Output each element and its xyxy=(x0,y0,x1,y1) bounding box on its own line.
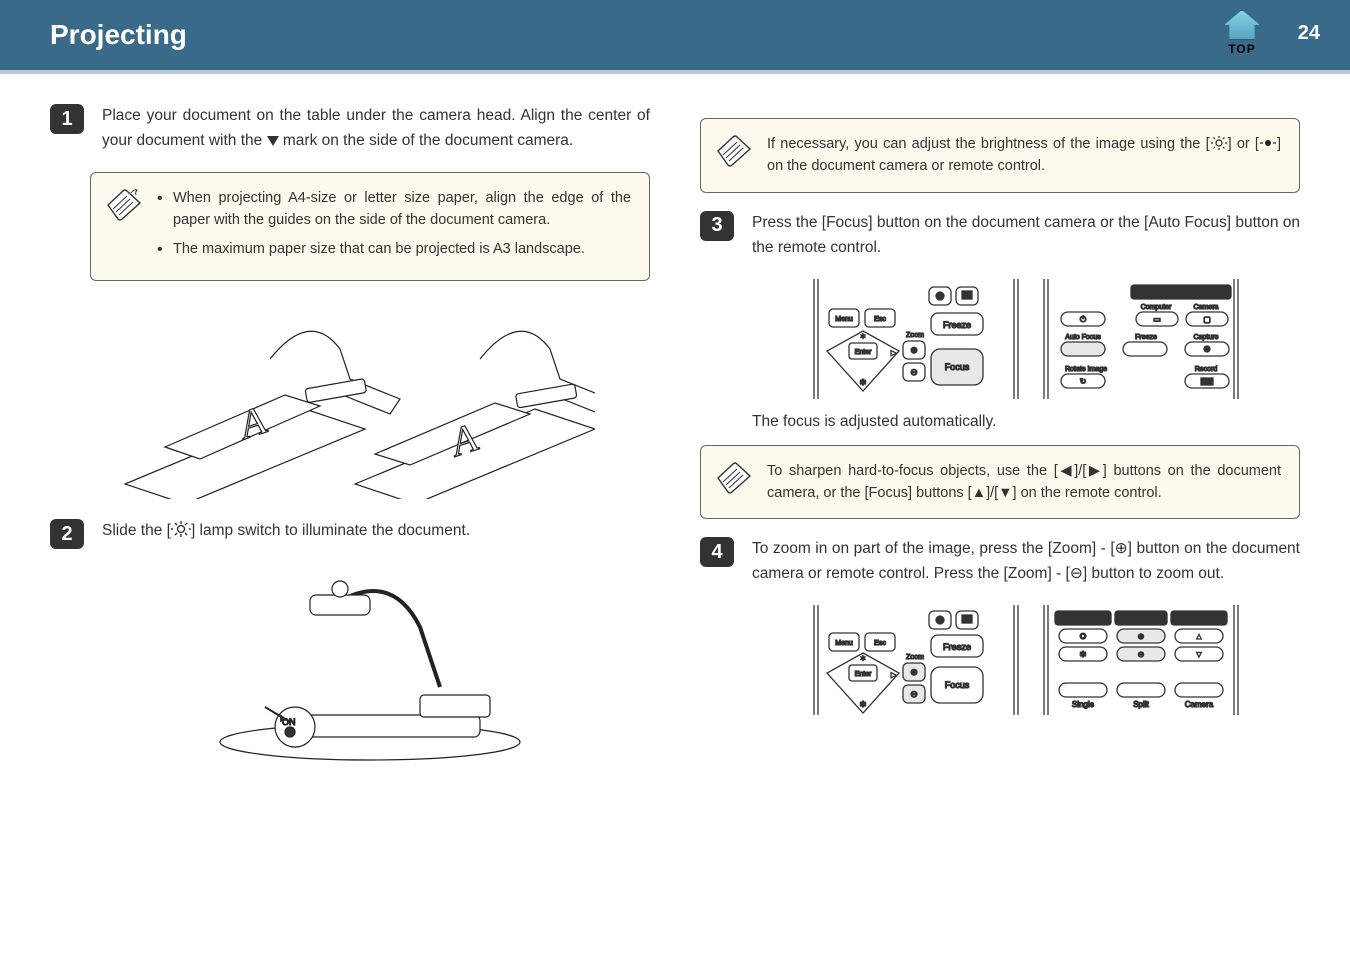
step-3-after: The focus is adjusted automatically. xyxy=(752,413,1300,431)
step-1-text-b: mark on the side of the document camera. xyxy=(279,132,574,149)
svg-text:Camera: Camera xyxy=(1185,700,1214,709)
svg-text:Source: Source xyxy=(1168,288,1194,297)
svg-text:Rotate Image: Rotate Image xyxy=(1065,366,1107,373)
svg-text:Esc: Esc xyxy=(874,640,886,647)
svg-text:Focus: Focus xyxy=(945,680,970,690)
step-2: 2 Slide the [ ] lamp switch to illuminate… xyxy=(50,519,650,549)
step-4: 4 To zoom in on part of the image, press… xyxy=(700,537,1300,587)
bn-a: If necessary, you can adjust the brightn… xyxy=(767,136,1210,152)
svg-text:Freeze: Freeze xyxy=(943,320,971,330)
note-hint-icon xyxy=(715,133,753,167)
svg-text:↻: ↻ xyxy=(1080,377,1087,386)
step-1: 1 Place your document on the table under… xyxy=(50,104,650,154)
svg-text:Split: Split xyxy=(1133,700,1149,709)
step-2-text-a: Slide the [ xyxy=(102,522,171,539)
svg-text:⊕: ⊕ xyxy=(910,345,918,355)
svg-text:▶: ▶ xyxy=(891,672,897,679)
svg-text:Single: Single xyxy=(1072,700,1095,709)
brightness-lamp-icon xyxy=(171,520,191,538)
svg-text:✶: ✶ xyxy=(860,332,867,341)
svg-text:Enter: Enter xyxy=(855,671,872,678)
svg-text:Freeze: Freeze xyxy=(943,642,971,652)
note-bullet-1: When projecting A4-size or letter size p… xyxy=(157,187,631,232)
step-4-text: To zoom in on part of the image, press t… xyxy=(752,537,1300,587)
step-number: 1 xyxy=(50,104,84,134)
page-header: Projecting TOP 24 xyxy=(0,0,1350,70)
svg-text:▲: ▲ xyxy=(1195,632,1203,641)
s3n-d: ]/[ xyxy=(986,485,998,501)
step-1-text: Place your document on the table under t… xyxy=(102,104,650,154)
home-top-button[interactable]: TOP xyxy=(1214,10,1270,66)
svg-text:⊖: ⊖ xyxy=(1138,650,1145,659)
left-column: 1 Place your document on the table under… xyxy=(50,104,650,787)
step-2-text: Slide the [ ] lamp switch to illuminate t… xyxy=(102,519,650,549)
page-number: 24 xyxy=(1298,22,1320,45)
camera-panel-zoom-illustration: Freeze Focus Menu Esc Enter ✶ ✱ ▶ Zoom ⊕… xyxy=(811,605,1021,715)
step-2-text-b: ] lamp switch to illuminate the document… xyxy=(191,522,470,539)
svg-text:✱: ✱ xyxy=(860,700,867,709)
step-1-note-content: When projecting A4-size or letter size p… xyxy=(157,187,631,266)
svg-text:Esc: Esc xyxy=(874,316,886,323)
note-hint-icon xyxy=(715,460,753,494)
s3n-b: ]/[ xyxy=(1074,463,1086,479)
svg-text:⊖: ⊖ xyxy=(910,689,918,699)
step-1-note: When projecting A4-size or letter size p… xyxy=(90,172,650,281)
step-number: 2 xyxy=(50,519,84,549)
svg-text:Camera: Camera xyxy=(1194,304,1219,311)
svg-text:Auto Focus: Auto Focus xyxy=(1065,334,1101,341)
svg-text:▢: ▢ xyxy=(1203,315,1211,324)
svg-text:Focus: Focus xyxy=(1188,614,1210,623)
home-icon xyxy=(1224,10,1260,40)
svg-text:Enter: Enter xyxy=(855,349,872,356)
svg-text:✺: ✺ xyxy=(1080,632,1087,641)
brightness-note: If necessary, you can adjust the brightn… xyxy=(700,118,1300,193)
brightness-up-icon xyxy=(1210,135,1228,151)
svg-text:▶: ▶ xyxy=(891,350,897,357)
down-triangle-icon xyxy=(267,136,279,146)
step-number: 4 xyxy=(700,537,734,567)
step-2-illustration: ON xyxy=(90,567,650,767)
camera-panel-illustration: Freeze Focus Menu Esc Enter ✶ ✱ ▶ Zoom ⊕… xyxy=(811,279,1021,399)
step-number: 3 xyxy=(700,211,734,241)
svg-text:⊖: ⊖ xyxy=(910,367,918,377)
s3n-e: ] on the remote control. xyxy=(1013,485,1162,501)
step-3-text: Press the [Focus] button on the document… xyxy=(752,211,1300,261)
step-3-panels: Freeze Focus Menu Esc Enter ✶ ✱ ▶ Zoom ⊕… xyxy=(752,279,1300,399)
svg-text:✱: ✱ xyxy=(860,378,867,387)
svg-text:✱: ✱ xyxy=(1080,650,1087,659)
svg-text:▭: ▭ xyxy=(1153,315,1161,324)
note-hint-icon xyxy=(105,187,143,221)
top-label: TOP xyxy=(1228,42,1255,56)
step-4-panels: Freeze Focus Menu Esc Enter ✶ ✱ ▶ Zoom ⊕… xyxy=(752,605,1300,715)
remote-zoom-illustration: Brightness Zoom Focus ✺ ⊕ ▲ ✱ ⊖ ▼ Single… xyxy=(1041,605,1241,715)
svg-text:⊕: ⊕ xyxy=(1138,632,1145,641)
svg-text:Focus: Focus xyxy=(945,362,970,372)
brightness-down-icon xyxy=(1259,135,1277,151)
step-3-note: To sharpen hard-to-focus objects, use th… xyxy=(700,445,1300,520)
svg-text:Brightness: Brightness xyxy=(1064,614,1102,623)
s3n-a: To sharpen hard-to-focus objects, use th… xyxy=(767,463,1058,479)
svg-text:Freeze: Freeze xyxy=(1135,334,1157,341)
step-3: 3 Press the [Focus] button on the docume… xyxy=(700,211,1300,261)
page-title: Projecting xyxy=(50,19,187,51)
svg-text:✶: ✶ xyxy=(860,654,867,663)
svg-text:Record: Record xyxy=(1195,366,1218,373)
svg-text:⊕: ⊕ xyxy=(910,667,918,677)
step-3-note-content: To sharpen hard-to-focus objects, use th… xyxy=(767,460,1281,505)
svg-text:Zoom: Zoom xyxy=(906,654,924,661)
svg-text:Menu: Menu xyxy=(835,316,853,323)
bn-b: ] or [ xyxy=(1228,136,1259,152)
svg-text:⏻: ⏻ xyxy=(1080,315,1087,324)
svg-text:Capture: Capture xyxy=(1194,334,1219,341)
note-bullet-2: The maximum paper size that can be proje… xyxy=(157,238,631,260)
step-1-illustration: A A xyxy=(50,299,650,499)
svg-text:Menu: Menu xyxy=(835,640,853,647)
remote-panel-illustration: Source Computer Camera ▭ ▢ ⏻ Auto Focus Fre… xyxy=(1041,279,1241,399)
svg-text:▼: ▼ xyxy=(1195,650,1203,659)
svg-text:Zoom: Zoom xyxy=(906,332,924,339)
svg-text:Zoom: Zoom xyxy=(1131,614,1152,623)
brightness-note-content: If necessary, you can adjust the brightn… xyxy=(767,133,1281,178)
svg-text:Computer: Computer xyxy=(1141,304,1172,311)
right-column: If necessary, you can adjust the brightn… xyxy=(700,104,1300,787)
